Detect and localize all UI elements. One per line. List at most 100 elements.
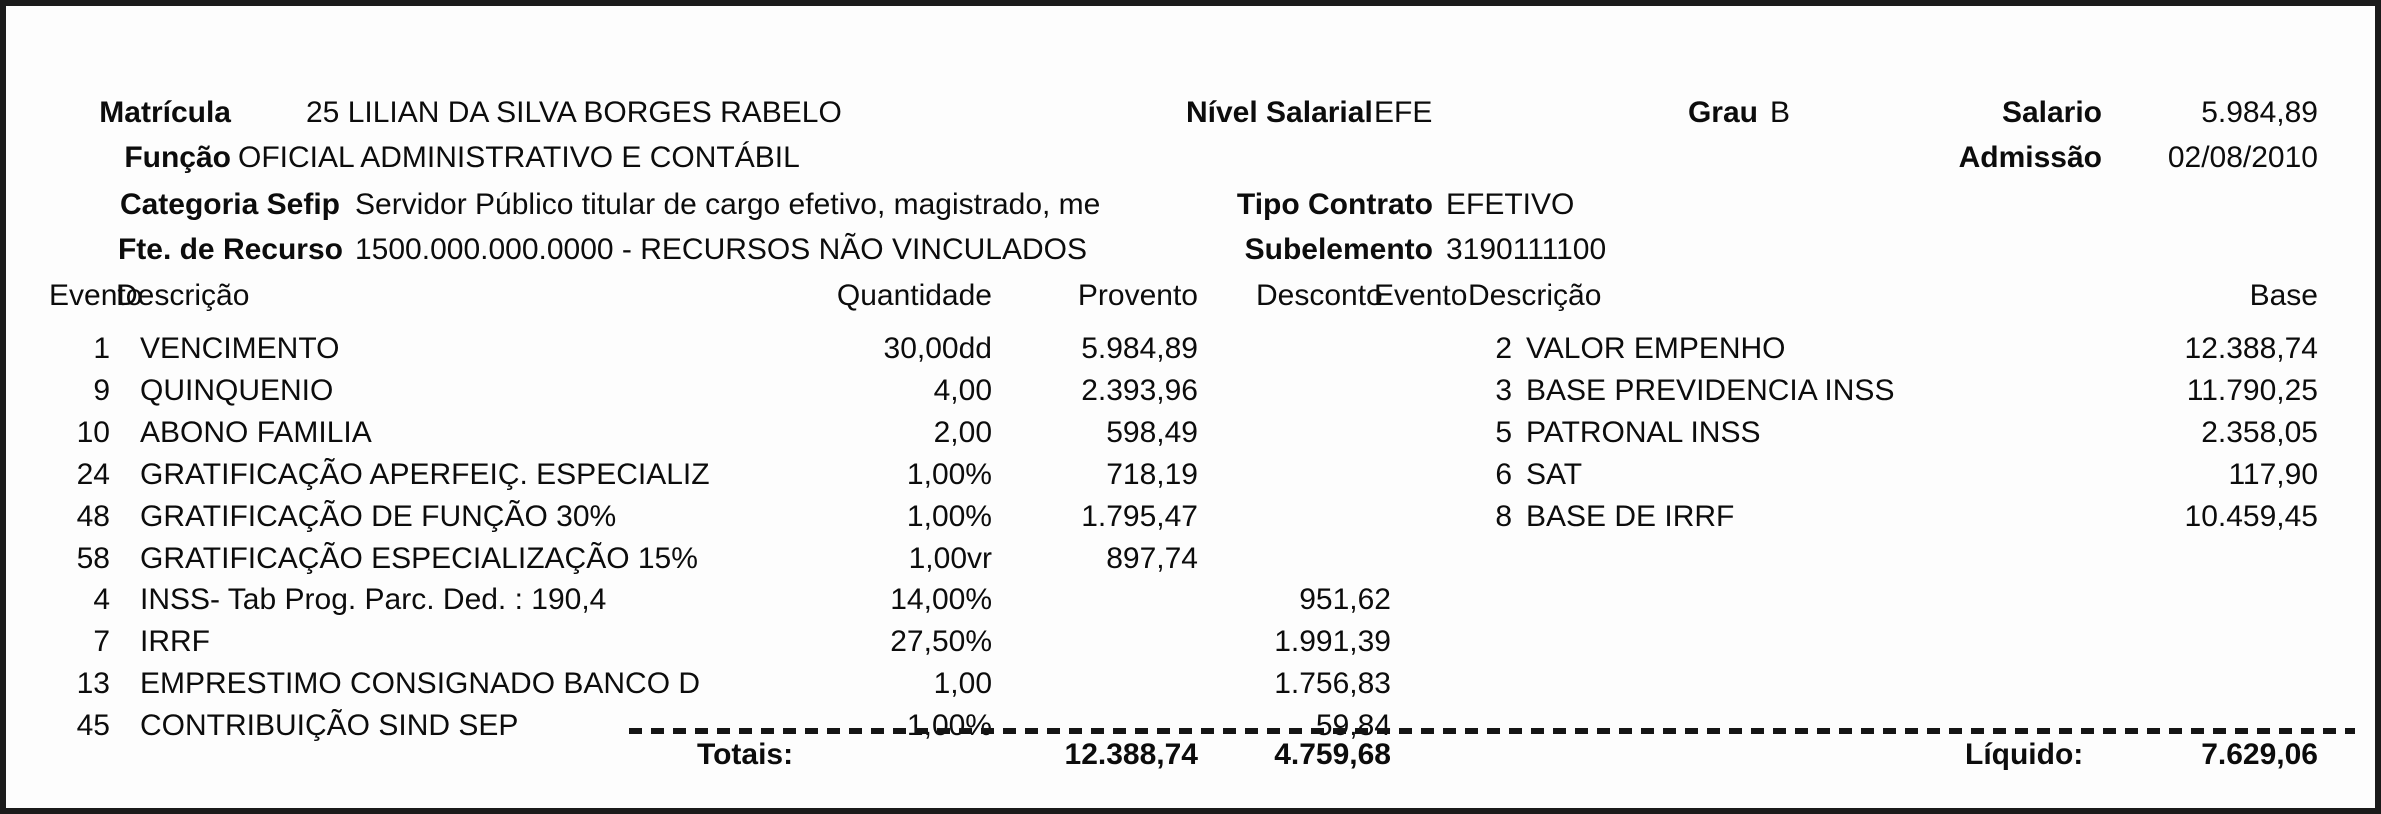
categoria-sefip-value: Servidor Público titular de cargo efetiv…	[355, 188, 1101, 221]
provento-cell: 1.795,47	[1081, 500, 1198, 533]
fte-recurso-label: Fte. de Recurso	[117, 233, 343, 266]
grau-label: Grau	[1687, 96, 1758, 129]
desconto-cell: 1.991,39	[1274, 625, 1391, 658]
quantidade-cell: 27,50%	[890, 625, 992, 658]
evento-cell: 45	[76, 709, 110, 742]
header-provento: Provento	[1077, 279, 1198, 312]
table-row: 9 QUINQUENIO 4,00 2.393,96	[6, 374, 2375, 412]
evento-cell: 24	[76, 458, 110, 491]
categoria-sefip-label: Categoria Sefip	[119, 188, 340, 221]
provento-cell: 598,49	[1106, 416, 1198, 449]
quantidade-cell: 4,00	[933, 374, 992, 407]
descricao-cell: IRRF	[140, 625, 210, 658]
table-row: 10 ABONO FAMILIA 2,00 598,49	[6, 416, 2375, 454]
tipo-contrato-value: EFETIVO	[1446, 188, 1575, 221]
descricao-cell: QUINQUENIO	[140, 374, 334, 407]
quantidade-cell: 30,00dd	[883, 332, 992, 365]
descricao-cell: GRATIFICAÇÃO ESPECIALIZAÇÃO 15%	[140, 542, 698, 575]
base-cell: 2.358,05	[2201, 416, 2318, 449]
base-cell: 11.790,25	[2186, 374, 2318, 407]
evento-cell: 2	[1495, 332, 1512, 365]
matricula-label: Matrícula	[99, 96, 231, 129]
header-evento-right: Evento	[1374, 279, 1468, 312]
provento-cell: 2.393,96	[1081, 374, 1198, 407]
totals-divider	[629, 728, 2355, 734]
evento-cell: 6	[1495, 458, 1512, 491]
evento-cell: 3	[1495, 374, 1512, 407]
quantidade-cell: 1,00vr	[908, 542, 992, 575]
descricao-cell: CONTRIBUIÇÃO SIND SEP	[140, 709, 519, 742]
desconto-cell: 951,62	[1299, 583, 1391, 616]
descricao-cell: PATRONAL INSS	[1526, 416, 1761, 449]
descricao-cell: INSS- Tab Prog. Parc. Ded. : 190,4	[140, 583, 607, 616]
evento-cell: 9	[93, 374, 110, 407]
evento-cell: 5	[1495, 416, 1512, 449]
table-row: 3 BASE PREVIDENCIA INSS 11.790,25	[6, 374, 2375, 412]
nivel-salarial-value: EFE	[1374, 96, 1433, 129]
descricao-cell: GRATIFICAÇÃO APERFEIÇ. ESPECIALIZ	[140, 458, 710, 491]
admissao-label: Admissão	[1958, 141, 2102, 174]
evento-cell: 13	[76, 667, 110, 700]
quantidade-cell: 14,00%	[890, 583, 992, 616]
admissao-value: 02/08/2010	[2167, 141, 2318, 174]
header-descricao: Descrição	[116, 279, 250, 312]
evento-cell: 58	[76, 542, 110, 575]
quantidade-cell: 1,00%	[906, 458, 992, 491]
base-cell: 10.459,45	[2184, 500, 2318, 533]
evento-cell: 48	[76, 500, 110, 533]
descricao-cell: GRATIFICAÇÃO DE FUNÇÃO 30%	[140, 500, 617, 533]
evento-cell: 10	[76, 416, 110, 449]
descricao-cell: BASE DE IRRF	[1526, 500, 1735, 533]
descricao-cell: SAT	[1526, 458, 1583, 491]
totais-provento: 12.388,74	[1064, 738, 1198, 771]
quantidade-cell: 1,00	[933, 667, 992, 700]
subelemento-value: 3190111100	[1446, 233, 1607, 266]
header-desconto: Desconto	[1256, 279, 1383, 312]
descricao-cell: ABONO FAMILIA	[140, 416, 372, 449]
fte-recurso-value: 1500.000.000.0000 - RECURSOS NÃO VINCULA…	[355, 233, 1087, 266]
quantidade-cell: 1,00%	[906, 500, 992, 533]
funcao-value: OFICIAL ADMINISTRATIVO E CONTÁBIL	[238, 141, 800, 174]
table-row: 8 BASE DE IRRF 10.459,45	[6, 500, 2375, 538]
table-row: 45 CONTRIBUIÇÃO SIND SEP 1,00% 59,84	[6, 709, 2375, 747]
totais-desconto: 4.759,68	[1274, 738, 1391, 771]
header-base: Base	[2249, 279, 2318, 312]
table-row: 2 VALOR EMPENHO 12.388,74	[6, 332, 2375, 370]
provento-cell: 5.984,89	[1081, 332, 1198, 365]
desconto-cell: 59,84	[1315, 709, 1391, 742]
subelemento-label: Subelemento	[1244, 233, 1433, 266]
salario-value: 5.984,89	[2201, 96, 2318, 129]
table-row: 24 GRATIFICAÇÃO APERFEIÇ. ESPECIALIZ 1,0…	[6, 458, 2375, 496]
base-cell: 12.388,74	[2184, 332, 2318, 365]
evento-cell: 8	[1495, 500, 1512, 533]
table-row: 5 PATRONAL INSS 2.358,05	[6, 416, 2375, 454]
evento-cell: 1	[93, 332, 110, 365]
liquido-label: Líquido:	[1965, 738, 2084, 771]
quantidade-cell: 2,00	[933, 416, 992, 449]
provento-cell: 897,74	[1106, 542, 1198, 575]
descricao-cell: BASE PREVIDENCIA INSS	[1526, 374, 1895, 407]
descricao-cell: VALOR EMPENHO	[1526, 332, 1786, 365]
provento-cell: 718,19	[1106, 458, 1198, 491]
table-row: 7 IRRF 27,50% 1.991,39	[6, 625, 2375, 663]
table-row: 4 INSS- Tab Prog. Parc. Ded. : 190,4 14,…	[6, 583, 2375, 621]
grau-value: B	[1770, 96, 1791, 129]
totais-label: Totais:	[697, 738, 794, 771]
descricao-cell: EMPRESTIMO CONSIGNADO BANCO D	[140, 667, 701, 700]
nivel-salarial-label: Nível Salarial	[1186, 96, 1373, 129]
tipo-contrato-label: Tipo Contrato	[1236, 188, 1433, 221]
desconto-cell: 1.756,83	[1274, 667, 1391, 700]
salario-label: Salario	[2001, 96, 2102, 129]
quantidade-cell: 1,00%	[906, 709, 992, 742]
evento-cell: 4	[93, 583, 110, 616]
table-row: 48 GRATIFICAÇÃO DE FUNÇÃO 30% 1,00% 1.79…	[6, 500, 2375, 538]
table-row: 6 SAT 117,90	[6, 458, 2375, 496]
header-descricao-right: Descrição	[1468, 279, 1602, 312]
funcao-label: Função	[124, 141, 231, 174]
table-row: 58 GRATIFICAÇÃO ESPECIALIZAÇÃO 15% 1,00v…	[6, 542, 2375, 580]
header-evento: Evento	[49, 279, 143, 312]
table-row: 13 EMPRESTIMO CONSIGNADO BANCO D 1,00 1.…	[6, 667, 2375, 705]
matricula-value: 25 LILIAN DA SILVA BORGES RABELO	[306, 96, 842, 129]
table-row: 1 VENCIMENTO 30,00dd 5.984,89	[6, 332, 2375, 370]
